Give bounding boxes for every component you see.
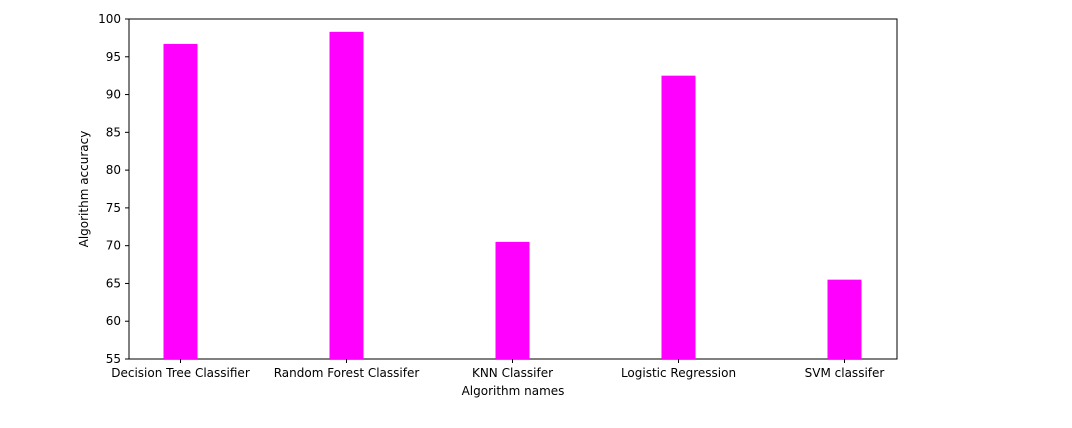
x-tick-label-2: KNN Classifer	[472, 366, 553, 380]
y-tick-label-7: 90	[106, 88, 121, 102]
y-tick-label-1: 60	[106, 314, 121, 328]
x-tick-label-4: SVM classifer	[805, 366, 885, 380]
y-tick-label-2: 65	[106, 276, 121, 290]
y-tick-label-5: 80	[106, 163, 121, 177]
x-axis-title: Algorithm names	[462, 384, 565, 398]
y-tick-label-0: 55	[106, 352, 121, 366]
bar-0	[163, 43, 198, 359]
y-tick-label-6: 85	[106, 125, 121, 139]
y-tick-label-8: 95	[106, 50, 121, 64]
bars-layer	[163, 31, 862, 360]
x-tick-label-1: Random Forest Classifer	[274, 366, 420, 380]
y-tick-label-9: 100	[98, 12, 121, 26]
bar-3	[661, 75, 696, 360]
x-tick-label-3: Logistic Regression	[621, 366, 736, 380]
bar-4	[827, 279, 862, 359]
y-tick-label-3: 70	[106, 239, 121, 253]
y-axis-ticks: 55 60 65 70 75 80 85 90 95 100	[98, 12, 129, 366]
bar-2	[495, 241, 530, 359]
x-axis-ticks: Decision Tree Classifier Random Forest Cl…	[111, 359, 884, 380]
y-axis-title: Algorithm accuracy	[77, 131, 91, 248]
y-tick-label-4: 75	[106, 201, 121, 215]
bar-1	[329, 31, 364, 359]
x-tick-label-0: Decision Tree Classifier	[111, 366, 250, 380]
